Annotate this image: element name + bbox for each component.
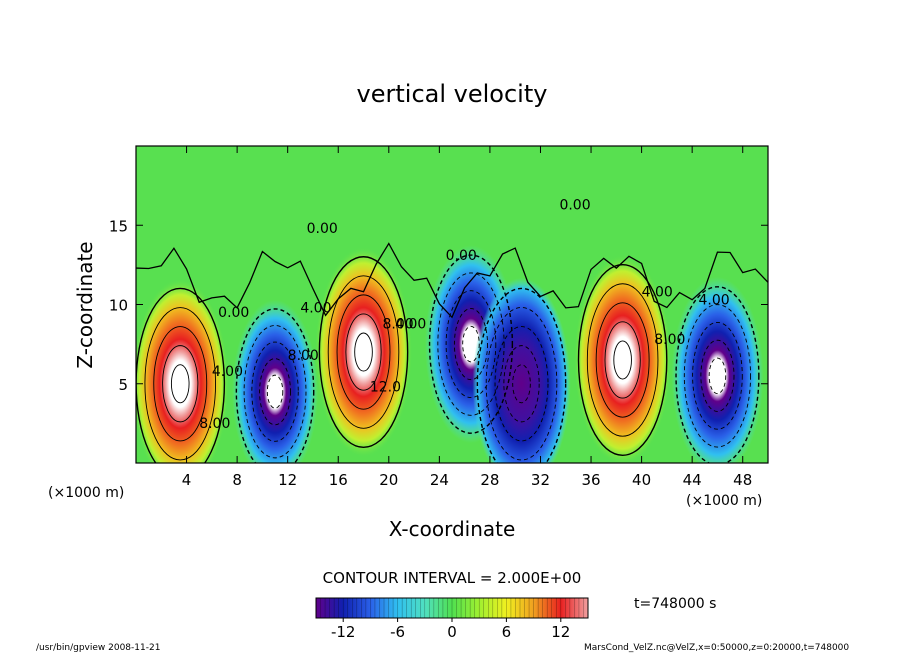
x-tick-label: 44 (683, 471, 702, 489)
contour-label: 4.00 (698, 293, 729, 309)
contour-ring (577, 263, 668, 456)
contour-ring (462, 325, 480, 363)
y-axis-label: Z-coordinate (73, 241, 97, 368)
contour-ring (327, 275, 400, 429)
contour-ring (345, 313, 382, 391)
colorbar: -12 -6 0 6 12 (315, 597, 589, 641)
x-tick-label: 32 (531, 471, 550, 489)
zero-contour (136, 242, 768, 319)
contour-label: 4.00 (212, 364, 243, 380)
contour-lines (136, 242, 768, 463)
contour-ring (595, 302, 650, 418)
contour-ring (445, 290, 497, 398)
contour-ring (437, 272, 505, 416)
colorbar-divisions (320, 598, 584, 618)
y-axis-ticks: 5 10 15 (109, 217, 768, 394)
contour-ring (354, 332, 373, 372)
colorbar-tick-label: 6 (502, 623, 512, 641)
contour-labels: 0.004.008.004.008.000.008.004.0012.00.00… (199, 197, 729, 432)
contour-interval-text: CONTOUR INTERVAL = 2.000E+00 (323, 569, 582, 587)
contour-ring (494, 326, 549, 442)
contour-ring (266, 374, 284, 409)
x-tick-label: 48 (733, 471, 752, 489)
contour-ring (613, 340, 632, 380)
contour-label: 4.00 (300, 300, 331, 316)
velocity-cells (136, 245, 764, 463)
time-label: t=748000 s (634, 596, 716, 612)
chart-title: vertical velocity (357, 80, 548, 108)
contour-label: 0.00 (307, 221, 338, 237)
contour-ring (428, 254, 514, 434)
colorbar-ticks: -12 -6 0 6 12 (331, 618, 570, 641)
contour-ring (476, 287, 567, 463)
contour-label: 0.00 (559, 197, 590, 213)
colorbar-tick-label: 12 (551, 623, 570, 641)
contour-ring (453, 308, 488, 381)
x-axis-label: X-coordinate (389, 517, 516, 541)
contour-ring (153, 326, 208, 442)
velocity-cell (136, 277, 230, 463)
x-tick-label: 24 (430, 471, 449, 489)
contour-ring (162, 345, 199, 423)
contour-label: 0.00 (446, 248, 477, 264)
y-tick-label: 10 (109, 297, 128, 315)
contour-label: 8.00 (288, 348, 319, 364)
contour-label: 4.00 (642, 285, 673, 301)
contour-label: 8.00 (199, 416, 230, 432)
x-tick-label: 40 (632, 471, 651, 489)
velocity-cell (671, 276, 764, 463)
contour-label: 8.00 (654, 332, 685, 348)
contour-label: 8.00 (382, 316, 413, 332)
contour-label: 0.00 (218, 305, 249, 321)
contour-ring (586, 283, 659, 437)
contour-ring (259, 358, 291, 426)
x-axis-ticks: 4 8 12 16 20 24 28 32 36 40 44 48 (182, 146, 752, 489)
velocity-cell (573, 254, 672, 463)
contour-ring (604, 321, 641, 399)
contour-label: 12.0 (370, 380, 401, 396)
contour-ring (170, 364, 190, 404)
y-tick-label: 15 (109, 217, 128, 235)
velocity-cell (232, 299, 319, 463)
contour-ring (708, 357, 727, 395)
x-tick-label: 16 (329, 471, 348, 489)
contour-ring (512, 364, 531, 404)
contour-ring (700, 339, 735, 412)
contour-ring (251, 341, 299, 442)
velocity-cell (472, 277, 571, 463)
x-unit-left: (×1000 m) (48, 485, 124, 501)
contour-ring (144, 307, 217, 461)
x-tick-label: 12 (278, 471, 297, 489)
contour-ring (336, 294, 391, 410)
colorbar-tick-label: -12 (331, 623, 356, 641)
colorbar-tick-label: -6 (390, 623, 405, 641)
velocity-cell (314, 246, 413, 458)
plot-area: 0.004.008.004.008.000.008.004.0012.00.00… (136, 146, 768, 463)
y-tick-label: 5 (118, 376, 128, 394)
contour-label: 4.00 (395, 316, 426, 332)
contour-ring (675, 286, 760, 463)
x-tick-label: 8 (232, 471, 242, 489)
contour-ring (243, 325, 307, 459)
contour-ring (485, 307, 558, 461)
x-unit-right: (×1000 m) (686, 493, 762, 509)
x-tick-label: 36 (581, 471, 600, 489)
contour-ring (683, 304, 752, 448)
colorbar-tick-label: 0 (447, 623, 457, 641)
x-tick-label: 4 (182, 471, 192, 489)
contour-ring (235, 308, 315, 463)
contour-ring (692, 321, 743, 430)
footer-right: MarsCond_VelZ.nc@VelZ,x=0:50000,z=0:2000… (584, 643, 849, 653)
x-tick-label: 20 (379, 471, 398, 489)
contour-ring (503, 345, 540, 423)
footer-left: /usr/bin/gpview 2008-11-21 (36, 643, 160, 653)
x-tick-label: 28 (480, 471, 499, 489)
contour-ring (318, 256, 409, 449)
